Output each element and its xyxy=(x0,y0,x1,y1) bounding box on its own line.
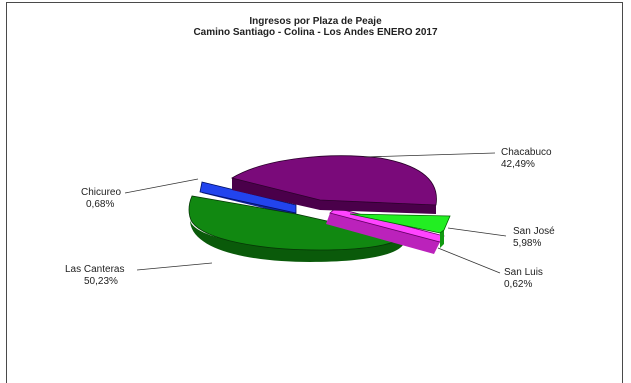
label-las-canteras-name: Las Canteras xyxy=(65,264,124,275)
label-san-jose-value: 5,98% xyxy=(513,238,541,249)
label-chacabuco-name: Chacabuco xyxy=(501,147,552,158)
leader-chicureo xyxy=(124,178,199,194)
chart-title: Ingresos por Plaza de Peaje xyxy=(249,16,382,27)
label-san-luis-name: San Luis xyxy=(504,267,543,278)
label-las-canteras-value: 50,23% xyxy=(84,276,118,287)
label-chicureo-value: 0,68% xyxy=(86,199,114,210)
leader-san-luis xyxy=(437,247,501,274)
leader-chacabuco xyxy=(363,152,496,158)
leader-san-jose xyxy=(447,227,507,237)
slice-las-canteras xyxy=(188,195,403,262)
label-chicureo-name: Chicureo xyxy=(81,187,121,198)
label-san-jose-name: San José xyxy=(513,226,555,237)
chart-title-block: Ingresos por Plaza de Peaje Camino Santi… xyxy=(0,16,631,38)
leader-las-canteras xyxy=(136,262,213,271)
slice-san-jose xyxy=(349,213,451,248)
leader-lines xyxy=(124,152,507,274)
chart-subtitle: Camino Santiago - Colina - Los Andes ENE… xyxy=(193,27,438,38)
label-san-luis-value: 0,62% xyxy=(504,279,532,290)
label-chacabuco-value: 42,49% xyxy=(501,159,535,170)
slice-chacabuco xyxy=(230,155,437,214)
